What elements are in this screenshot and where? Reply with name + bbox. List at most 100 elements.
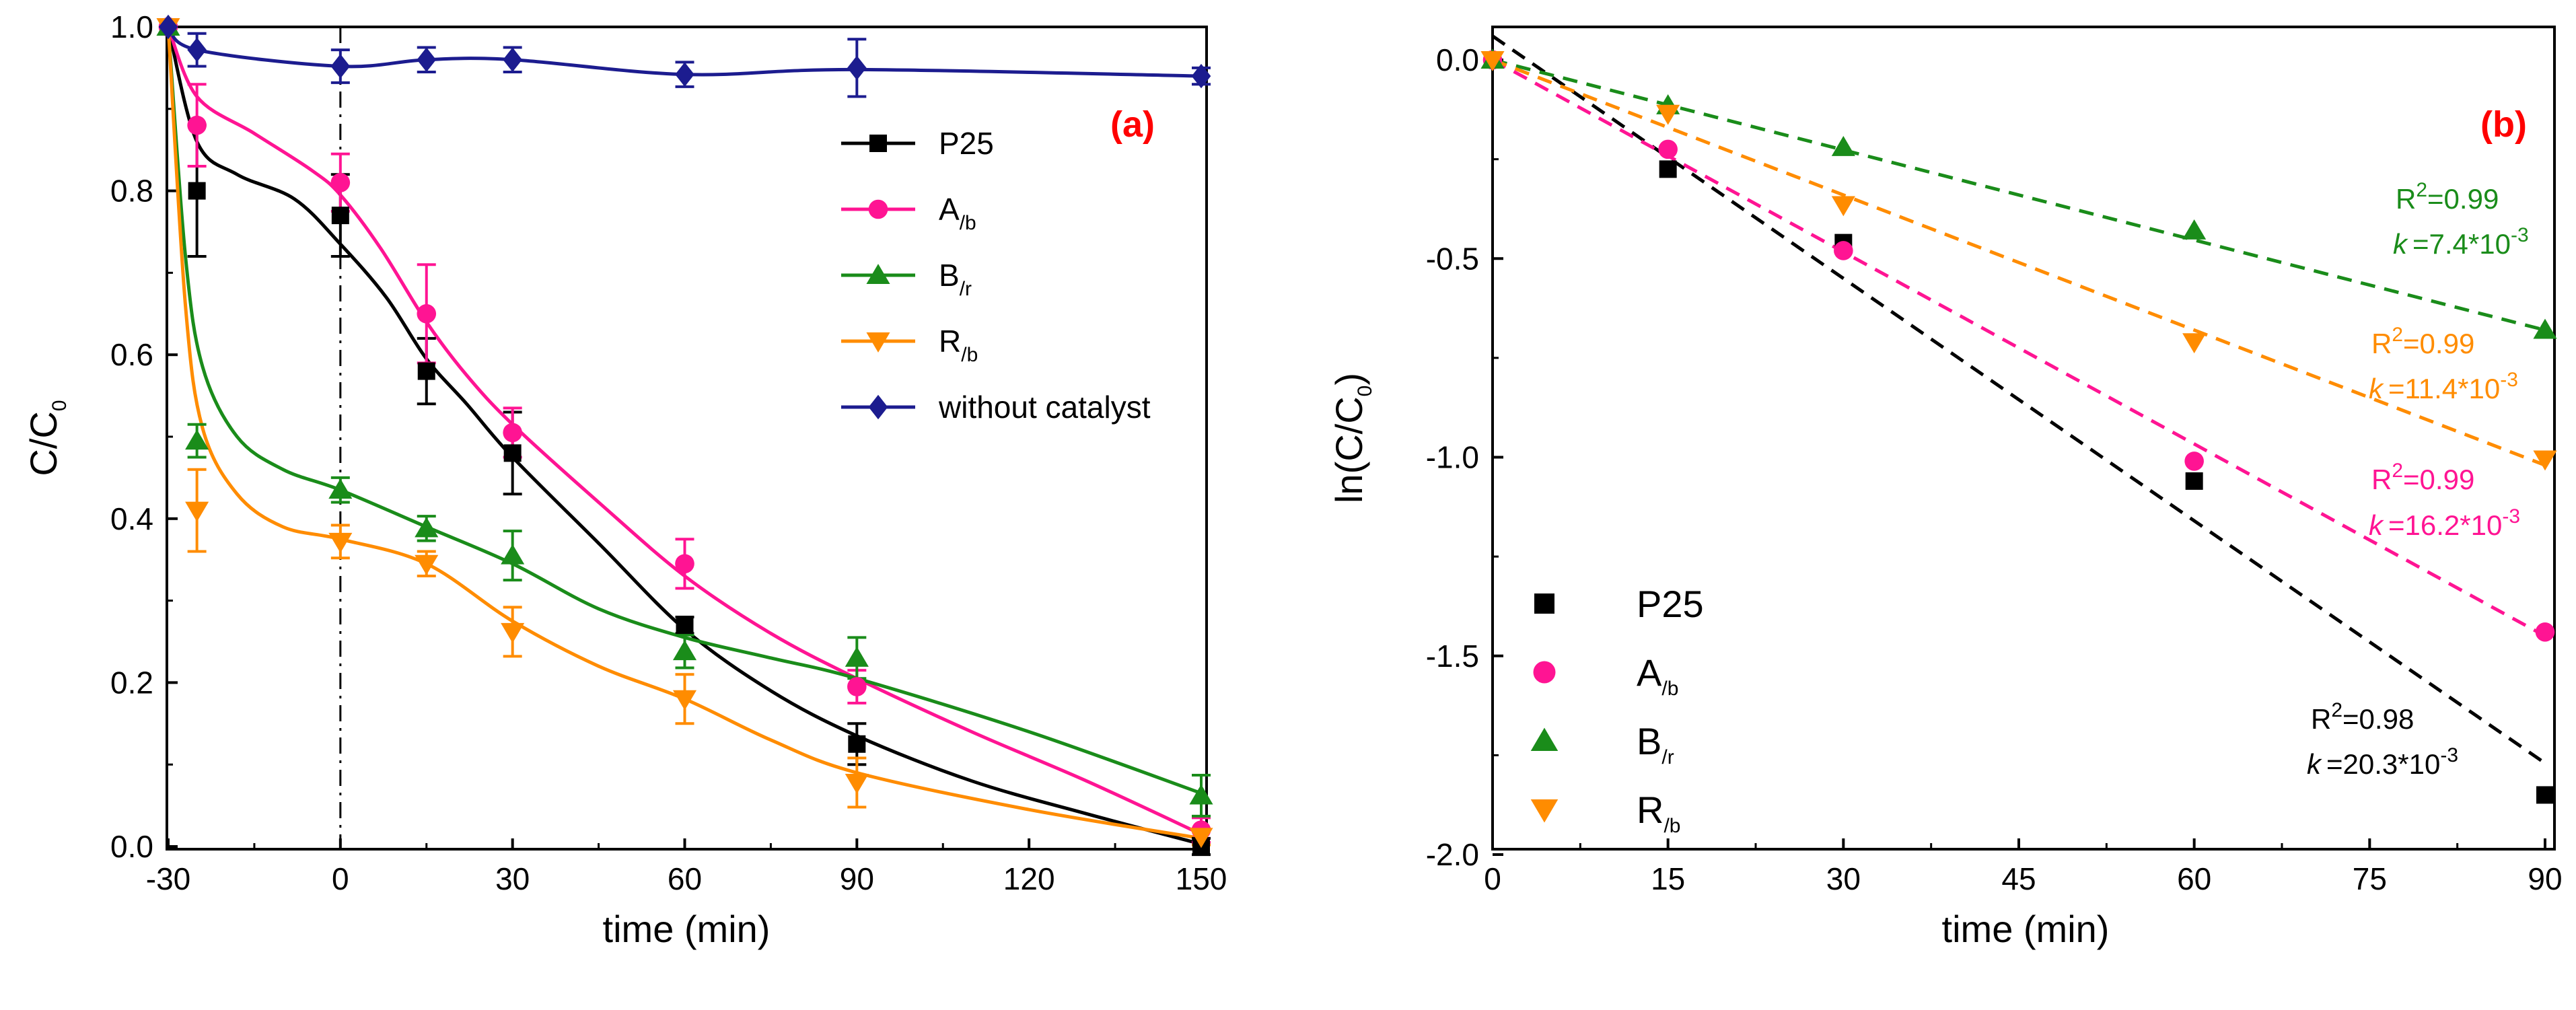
panel-b-y-axis-end: ) [1328, 373, 1370, 386]
legend-label-b-r: B/r [939, 258, 972, 300]
rate-constant-symbol: k [2393, 228, 2408, 260]
marker-b-r [2533, 318, 2557, 339]
panel-a-x-axis-title: time (min) [603, 908, 771, 950]
panel-b-y-axis-main: ln(C/C [1328, 396, 1370, 503]
r-squared-value: =0.98 [2342, 703, 2414, 735]
legend-marker-r-b [1530, 799, 1559, 823]
legend-label-b-r-main: B [939, 258, 960, 293]
panel-a-x-tick-label: 30 [495, 861, 530, 896]
panel-a-tag: (a) [1110, 104, 1155, 145]
marker-b-r [185, 429, 209, 450]
rate-constant-a-b: k =16.2*10-3 [2369, 505, 2520, 541]
legend-label-without-catalyst-main: without catalyst [938, 390, 1151, 425]
panel-b-ticks: 0 15 30 45 60 75 90 0.0 -0.5 -1.0 -1.5 -2.0 [1426, 42, 2563, 896]
marker-b-r [1189, 784, 1213, 805]
legend-marker-a-b [868, 199, 888, 219]
panel-a-frame [166, 26, 1208, 851]
marker-p25 [188, 182, 206, 200]
r-squared-superscript: 2 [2416, 179, 2427, 201]
r-squared-value: =0.99 [2403, 328, 2474, 359]
marker-r-b [1480, 51, 1505, 71]
legend-label-p25-main: P25 [939, 126, 994, 161]
marker-r-b [1831, 196, 1855, 217]
marker-r-b [845, 773, 869, 794]
panel-b-x-tick-label: 90 [2528, 861, 2562, 896]
marker-b-r [501, 544, 525, 565]
fit-line-b-r [1492, 58, 2546, 332]
legend-marker-p25 [1534, 593, 1554, 614]
panel-a-error-bars [187, 32, 1211, 857]
legend-marker-a-b [1533, 661, 1556, 684]
panel-a-x-tick-label: 0 [332, 861, 349, 896]
curve-without-catalyst [167, 26, 1202, 78]
marker-without-catalyst [330, 54, 351, 79]
marker-a-b [503, 423, 522, 443]
marker-without-catalyst [503, 47, 522, 72]
legend-label-b-r-sub: /r [960, 278, 972, 300]
r-squared-value: =0.99 [2427, 183, 2499, 215]
marker-without-catalyst [417, 47, 437, 72]
r-squared-p25: R2=0.98 [2311, 699, 2414, 735]
panel-b-x-tick-label: 75 [2353, 861, 2387, 896]
marker-r-b [185, 501, 209, 522]
panel-a-y-axis-sub: 0 [48, 400, 71, 411]
r-squared-symbol: R [2396, 183, 2416, 215]
marker-p25 [1659, 160, 1677, 178]
panel-b-y-tick-label: -1.0 [1426, 440, 1479, 475]
rate-constant-exponent: -3 [2440, 744, 2458, 766]
legend-label-p25: P25 [939, 126, 994, 161]
panel-b-y-tick-label: 0.0 [1436, 42, 1479, 77]
legend-label-r-b-sub: /b [1663, 815, 1680, 837]
panel-a-y-tick-label: 0.2 [110, 665, 153, 700]
marker-r-b [1189, 828, 1213, 849]
panel-b-x-tick-label: 15 [1651, 861, 1685, 896]
rate-constant-b-r: k =7.4*10-3 [2393, 224, 2529, 260]
legend-label-a-b: A/b [939, 192, 976, 234]
panel-b-x-tick-label: 0 [1484, 861, 1501, 896]
legend-marker-without-catalyst [868, 394, 888, 420]
panel-a-y-tick-label: 1.0 [110, 9, 153, 44]
rate-constant-p25: k =20.3*10-3 [2307, 744, 2458, 780]
marker-r-b [328, 532, 353, 553]
panel-a-fit-curves [166, 26, 1203, 846]
marker-a-b [187, 115, 207, 135]
legend-label-b-r: B/r [1637, 720, 1674, 768]
legend-marker-r-b [866, 332, 890, 353]
panel-a-y-axis-title: C/C0 [22, 400, 71, 476]
r-squared-symbol: R [2371, 464, 2392, 495]
marker-a-b [2184, 452, 2204, 471]
r-squared-a-b: R2=0.99 [2371, 460, 2474, 495]
marker-without-catalyst [675, 62, 694, 87]
panel-b-markers [1480, 48, 2557, 804]
panel-b-y-axis-sub: 0 [1354, 386, 1376, 397]
rate-constant-value: =7.4*10 [2412, 228, 2511, 260]
panel-a-y-tick-label: 0.6 [110, 337, 153, 372]
rate-constant-exponent: -3 [2511, 224, 2529, 246]
marker-r-b [2533, 450, 2557, 471]
marker-p25 [848, 735, 866, 753]
panel-b-tag: (b) [2480, 104, 2527, 145]
marker-b-r [328, 478, 353, 499]
panel-a-ticks: -30 0 30 60 90 120 150 0.0 0.2 0.4 0.6 0.8 1.0 [110, 9, 1227, 896]
marker-a-b [675, 554, 694, 574]
legend-label-a-b-sub: /b [1661, 678, 1678, 700]
panel-b-y-axis-title: ln(C/C0) [1328, 373, 1376, 503]
legend-label-p25-main: P25 [1637, 583, 1704, 625]
marker-b-r [845, 646, 869, 667]
rate-constant-exponent: -3 [2500, 369, 2518, 391]
panel-b-scatter-chart: 0 15 30 45 60 75 900.0-0.5-1.0-1.5-2.0 R2=0.98… [1328, 26, 2563, 950]
rate-constant-symbol: k [2369, 509, 2384, 541]
rate-constant-value: =11.4*10 [2388, 373, 2500, 404]
legend-label-a-b-main: A [1637, 651, 1662, 694]
panel-a-x-tick-label: 90 [840, 861, 874, 896]
marker-without-catalyst [847, 55, 867, 81]
marker-a-b [847, 677, 867, 696]
r-squared-r-b: R2=0.99 [2371, 324, 2474, 359]
r-squared-symbol: R [2371, 328, 2392, 359]
legend-label-r-b: R/b [939, 324, 978, 366]
marker-b-r [672, 640, 697, 661]
panel-b-rate-annotations: R2=0.98k =20.3*10-3R2=0.99k =16.2*10-3R2=0… [2307, 179, 2529, 780]
marker-without-catalyst [187, 37, 207, 63]
